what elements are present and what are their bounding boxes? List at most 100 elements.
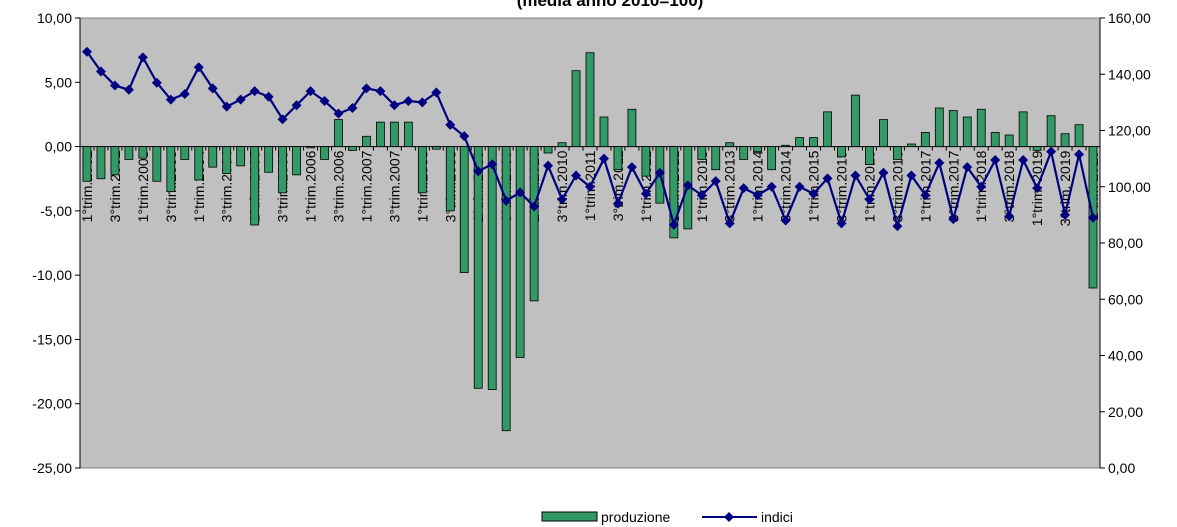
bar	[809, 137, 818, 147]
bar	[781, 144, 791, 147]
line-marker	[626, 162, 637, 173]
line-marker	[794, 181, 805, 192]
line-marker	[123, 84, 134, 95]
line-marker	[934, 157, 945, 168]
line-marker	[808, 188, 819, 199]
line-marker	[668, 219, 679, 230]
x-tick-label: 1°trim.2003	[135, 150, 151, 222]
bar	[1060, 133, 1070, 147]
line-marker	[878, 167, 889, 178]
y2-tick-label: 0,00	[1108, 460, 1135, 476]
y2-tick-label: 100,00	[1108, 179, 1151, 195]
x-tick-label: 1°trim.2015	[806, 150, 822, 222]
line-marker	[864, 194, 875, 205]
bar	[334, 119, 343, 147]
line-marker	[319, 95, 330, 106]
line-marker	[193, 62, 204, 73]
line-marker	[752, 190, 763, 201]
line-marker	[137, 52, 148, 63]
legend-label: indici	[761, 509, 793, 525]
bar	[599, 116, 609, 147]
bar	[124, 146, 134, 160]
chart-title: (media anno 2010=100)	[517, 0, 704, 10]
bar	[627, 108, 637, 147]
bar	[851, 94, 860, 147]
line-marker	[529, 201, 540, 212]
line-marker	[598, 153, 609, 164]
bar	[431, 146, 441, 150]
line-marker	[431, 87, 442, 98]
bar	[194, 146, 204, 181]
bar	[376, 121, 385, 147]
bar	[278, 146, 288, 194]
line-marker	[109, 80, 120, 91]
y2-tick-label: 60,00	[1108, 291, 1143, 307]
line-marker	[361, 83, 372, 94]
legend-marker	[724, 512, 734, 522]
line-marker	[179, 88, 190, 99]
y2-tick-label: 140,00	[1108, 66, 1151, 82]
x-tick-label: 3°trim.2015	[834, 150, 850, 222]
bar	[515, 146, 525, 358]
bar	[306, 146, 315, 149]
bar	[473, 146, 483, 389]
line-marker	[207, 83, 218, 94]
bar	[403, 121, 413, 147]
y-tick-label: -10,00	[32, 267, 72, 283]
line-marker	[654, 167, 665, 178]
bar	[571, 70, 581, 147]
line-marker	[822, 173, 833, 184]
line-marker	[221, 101, 232, 112]
bar	[236, 146, 246, 167]
line-marker	[487, 159, 498, 170]
bar	[697, 146, 707, 160]
x-tick-label: 1°trim.2013	[694, 150, 710, 222]
line-marker	[375, 86, 386, 97]
y2-tick-label: 120,00	[1108, 123, 1151, 139]
x-tick-label: 3°trim.2006	[330, 150, 346, 222]
line-marker	[976, 181, 987, 192]
line-marker	[724, 218, 735, 229]
bar	[934, 107, 944, 147]
line-marker	[389, 100, 400, 111]
line-marker	[906, 170, 917, 181]
bar	[529, 146, 539, 302]
line-marker	[347, 103, 358, 113]
bar	[823, 111, 832, 147]
bar	[865, 146, 874, 165]
line-marker	[403, 95, 414, 106]
bar	[389, 121, 399, 147]
bar	[613, 146, 623, 171]
bar	[711, 146, 721, 171]
line-marker	[850, 170, 861, 181]
bar	[208, 146, 218, 168]
line-marker	[417, 97, 428, 108]
bar	[459, 146, 469, 273]
bar	[348, 146, 357, 151]
bar	[250, 146, 260, 226]
line-marker	[682, 180, 693, 191]
bar	[837, 146, 846, 158]
line-marker	[459, 131, 470, 142]
line-marker	[445, 119, 456, 130]
line-marker	[263, 91, 274, 102]
bar	[417, 146, 427, 194]
line-marker	[305, 86, 316, 97]
bar	[892, 146, 902, 160]
bar	[920, 132, 930, 147]
x-tick-label: 3°trim. 2019	[1057, 150, 1073, 226]
bar	[264, 146, 274, 173]
bar	[906, 143, 916, 147]
x-tick-label: 1°trim.2014	[750, 150, 766, 222]
line-marker	[920, 190, 931, 201]
bar	[948, 110, 958, 147]
bar	[501, 146, 511, 432]
line-marker	[1074, 149, 1085, 160]
line-marker	[473, 166, 484, 177]
bar	[753, 146, 763, 153]
line-marker	[515, 187, 526, 198]
line-marker	[81, 46, 92, 57]
bar	[1018, 111, 1028, 147]
bar	[879, 119, 888, 147]
bar	[487, 146, 497, 390]
